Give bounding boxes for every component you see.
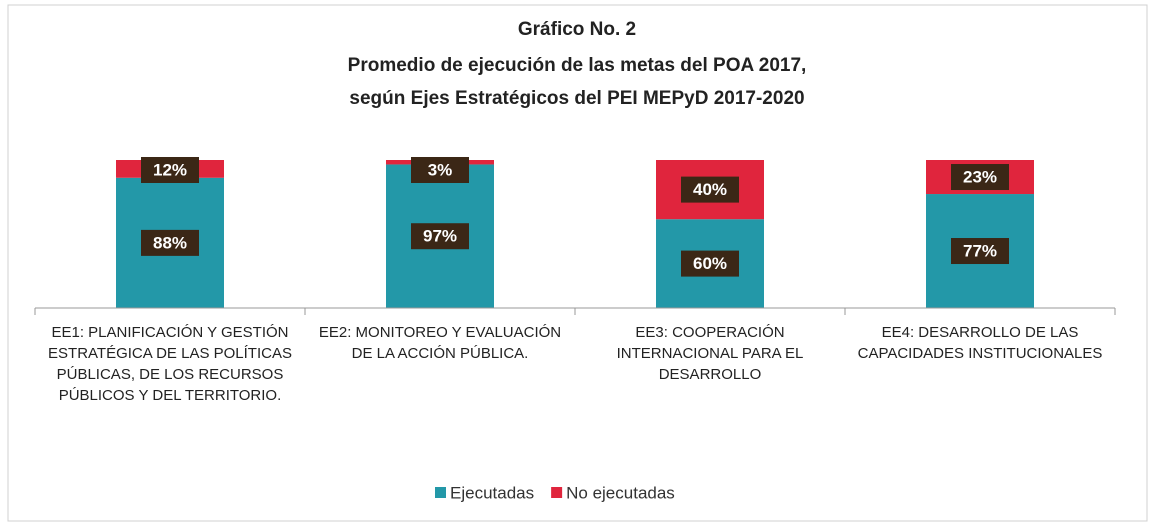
legend-swatch [551, 487, 563, 498]
data-label-box [951, 238, 1009, 265]
data-label-box [681, 250, 739, 277]
data-label: 77% [963, 242, 997, 261]
data-label: 60% [693, 254, 727, 273]
data-label: 3% [428, 160, 453, 179]
data-label-box [951, 164, 1009, 191]
data-label: 23% [963, 168, 997, 187]
chart-subtitle: Promedio de ejecución de las metas del P… [348, 55, 807, 76]
x-tick-label: EE4: DESARROLLO DE LAS CAPACIDADES INSTI… [857, 324, 1103, 362]
data-label-box [681, 176, 739, 203]
legend-label: No ejecutadas [566, 483, 675, 502]
data-label: 88% [153, 233, 187, 252]
data-label: 40% [693, 180, 727, 199]
chart-subtitle: según Ejes Estratégicos del PEI MEPyD 20… [349, 88, 804, 109]
data-label: 97% [423, 227, 457, 246]
data-label-box [411, 223, 469, 250]
x-tick-label: EE3: COOPERACIÓN INTERNACIONAL PARA EL D… [616, 324, 804, 383]
x-tick-label: EE1: PLANIFICACIÓN Y GESTIÓN ESTRATÉGICA… [48, 324, 292, 404]
data-label-box [411, 157, 469, 183]
data-label-box [141, 157, 199, 183]
data-label-box [141, 229, 199, 256]
legend-swatch [435, 487, 446, 498]
chart-title: Gráfico No. 2 [518, 19, 636, 40]
data-label: 12% [153, 160, 187, 179]
legend-label: Ejecutadas [450, 483, 534, 502]
x-tick-label: EE2: MONITOREO Y EVALUACIÓN DE LA ACCIÓN… [318, 324, 562, 362]
